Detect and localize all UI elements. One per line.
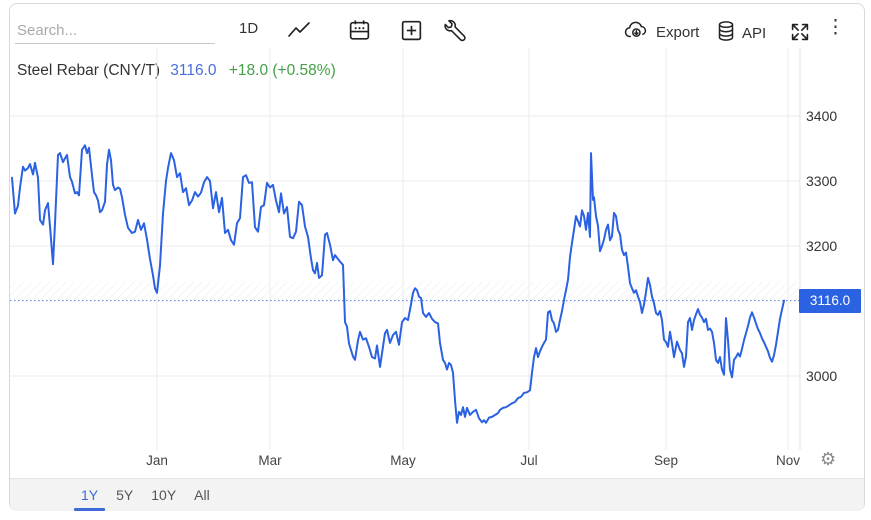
current-price-badge: 3116.0 <box>799 288 861 313</box>
export-button[interactable]: Export <box>623 20 699 45</box>
chart-widget-frame <box>9 3 865 511</box>
fullscreen-icon <box>788 20 812 44</box>
plus-square-icon <box>399 18 424 43</box>
x-axis-tick-label: Jul <box>520 453 538 468</box>
instrument-name: Steel Rebar (CNY/T) <box>17 62 160 79</box>
date-range-button[interactable] <box>346 17 372 43</box>
cloud-download-icon <box>623 20 650 45</box>
fullscreen-button[interactable] <box>787 19 813 45</box>
chart-tools-button[interactable] <box>442 17 468 43</box>
interval-selector[interactable]: 1D <box>239 20 259 37</box>
tab-10y[interactable]: 10Y <box>151 487 177 503</box>
export-label: Export <box>656 24 700 41</box>
tab-1y[interactable]: 1Y <box>72 479 107 511</box>
wrench-icon <box>443 18 468 43</box>
add-indicator-button[interactable] <box>398 17 424 43</box>
y-axis-tick-label: 3200 <box>806 238 838 254</box>
line-chart-type-button[interactable] <box>286 18 312 44</box>
y-axis-tick-label: 3300 <box>806 173 838 189</box>
search-input[interactable] <box>15 18 215 44</box>
line-chart-icon <box>286 19 312 43</box>
api-button[interactable]: API <box>716 20 766 46</box>
hatch-band <box>10 281 800 301</box>
tab-5y[interactable]: 5Y <box>116 487 134 503</box>
price-line-series <box>11 144 785 424</box>
api-label: API <box>742 24 767 42</box>
last-price-value: 3116.0 <box>170 62 217 79</box>
more-options-button[interactable]: ⋮ <box>826 17 845 38</box>
period-tab-bar: 1Y 5Y 10Y All <box>10 478 864 511</box>
y-axis-tick-label: 3400 <box>806 108 838 124</box>
x-axis-tick-label: May <box>390 453 416 468</box>
tab-all[interactable]: All <box>194 487 210 503</box>
y-axis-tick-label: 3000 <box>806 368 838 384</box>
x-axis-tick-label: Sep <box>653 453 679 468</box>
database-icon <box>716 20 736 46</box>
price-change: +18.0 (+0.58%) <box>228 62 336 79</box>
chart-settings-gear-icon[interactable]: ⚙ <box>820 449 837 469</box>
chart-title-row: Steel Rebar (CNY/T) 3116.0 +18.0 (+0.58%… <box>17 62 336 80</box>
x-axis-tick-label: Mar <box>258 453 282 468</box>
x-axis-tick-label: Nov <box>775 453 801 468</box>
x-axis-tick-label: Jan <box>146 453 168 468</box>
calendar-icon <box>347 18 372 43</box>
